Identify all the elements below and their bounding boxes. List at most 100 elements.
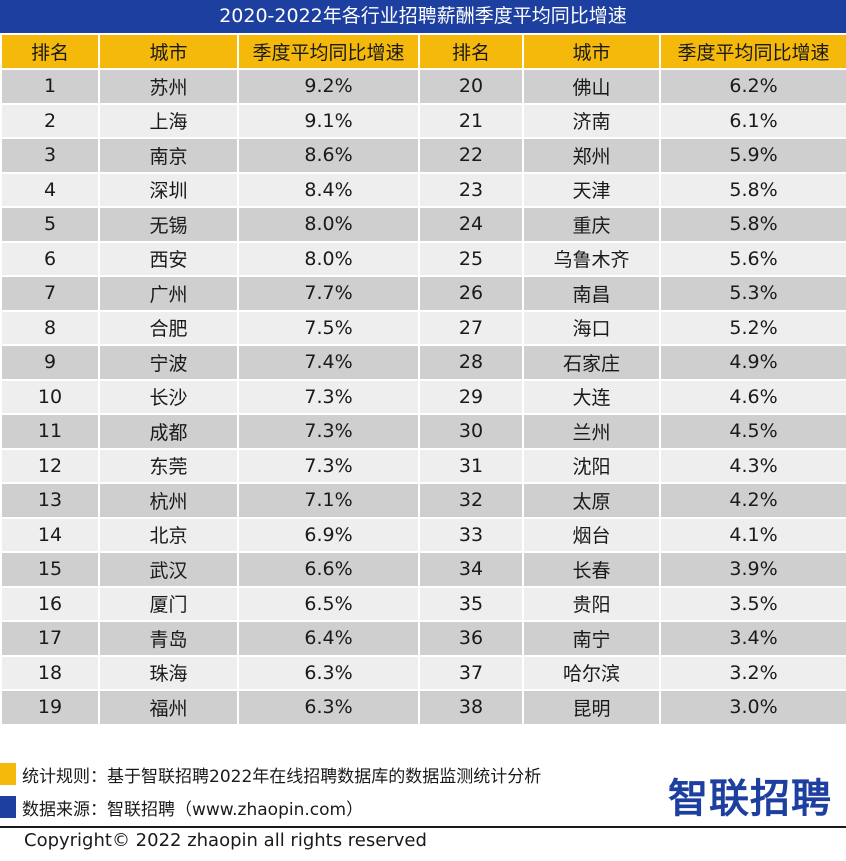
- column-header-city: 城市: [98, 33, 239, 70]
- rank-cell: 15: [0, 551, 100, 588]
- growth-cell: 3.5%: [659, 585, 846, 622]
- rank-cell: 29: [418, 378, 524, 415]
- rank-cell: 34: [418, 551, 524, 588]
- note-source: 数据来源：智联招聘（www.zhaopin.com）: [0, 794, 363, 820]
- city-cell: 东莞: [98, 447, 239, 484]
- city-cell: 武汉: [98, 551, 239, 588]
- growth-cell: 8.4%: [237, 171, 420, 208]
- growth-cell: 5.8%: [659, 206, 846, 243]
- growth-cell: 3.4%: [659, 620, 846, 657]
- growth-cell: 4.3%: [659, 447, 846, 484]
- table-row: 8 合肥 7.5% 27 海口 5.2%: [0, 309, 846, 346]
- city-cell: 长沙: [98, 378, 239, 415]
- city-cell: 济南: [522, 102, 661, 139]
- city-cell: 珠海: [98, 654, 239, 691]
- rank-cell: 5: [0, 206, 100, 243]
- growth-cell: 4.9%: [659, 344, 846, 381]
- table-body: 1 苏州 9.2% 20 佛山 6.2% 2 上海 9.1% 21 济南 6.1% 3 南京 8.6% 22 郑…: [0, 68, 846, 726]
- rank-cell: 16: [0, 585, 100, 622]
- table-row: 11 成都 7.3% 30 兰州 4.5%: [0, 413, 846, 450]
- city-cell: 天津: [522, 171, 661, 208]
- rank-cell: 37: [418, 654, 524, 691]
- table-header-row: 排名 城市 季度平均同比增速 排名 城市 季度平均同比增速: [0, 33, 846, 70]
- table-row: 15 武汉 6.6% 34 长春 3.9%: [0, 551, 846, 588]
- rank-cell: 35: [418, 585, 524, 622]
- rank-cell: 19: [0, 689, 100, 726]
- table-row: 7 广州 7.7% 26 南昌 5.3%: [0, 275, 846, 312]
- table-row: 6 西安 8.0% 25 乌鲁木齐 5.6%: [0, 240, 846, 277]
- city-cell: 大连: [522, 378, 661, 415]
- growth-cell: 6.1%: [659, 102, 846, 139]
- growth-cell: 5.3%: [659, 275, 846, 312]
- rank-cell: 23: [418, 171, 524, 208]
- table-row: 19 福州 6.3% 38 昆明 3.0%: [0, 689, 846, 726]
- growth-cell: 6.5%: [237, 585, 420, 622]
- growth-cell: 7.5%: [237, 309, 420, 346]
- city-cell: 南京: [98, 137, 239, 174]
- table-row: 4 深圳 8.4% 23 天津 5.8%: [0, 171, 846, 208]
- page-title: 2020-2022年各行业招聘薪酬季度平均同比增速: [0, 0, 846, 33]
- footer-divider: [0, 826, 846, 828]
- city-cell: 杭州: [98, 482, 239, 519]
- city-cell: 深圳: [98, 171, 239, 208]
- column-header-growth: 季度平均同比增速: [659, 33, 846, 70]
- rank-cell: 27: [418, 309, 524, 346]
- rank-cell: 25: [418, 240, 524, 277]
- city-cell: 长春: [522, 551, 661, 588]
- table-row: 18 珠海 6.3% 37 哈尔滨 3.2%: [0, 654, 846, 691]
- city-cell: 贵阳: [522, 585, 661, 622]
- note-source-text: 数据来源：智联招聘（www.zhaopin.com）: [22, 799, 364, 820]
- rank-cell: 38: [418, 689, 524, 726]
- growth-cell: 8.6%: [237, 137, 420, 174]
- city-cell: 西安: [98, 240, 239, 277]
- city-cell: 宁波: [98, 344, 239, 381]
- legend-square-gold: [0, 763, 16, 785]
- rank-cell: 32: [418, 482, 524, 519]
- copyright-text: Copyright© 2022 zhaopin all rights reser…: [24, 830, 427, 851]
- legend-square-blue: [0, 796, 16, 818]
- city-cell: 无锡: [98, 206, 239, 243]
- rank-cell: 18: [0, 654, 100, 691]
- city-cell: 海口: [522, 309, 661, 346]
- note-rule-text: 统计规则：基于智联招聘2022年在线招聘数据库的数据监测统计分析: [22, 766, 542, 787]
- column-header-city: 城市: [522, 33, 661, 70]
- note-rule: 统计规则：基于智联招聘2022年在线招聘数据库的数据监测统计分析: [0, 761, 541, 787]
- growth-cell: 5.2%: [659, 309, 846, 346]
- table-row: 14 北京 6.9% 33 烟台 4.1%: [0, 516, 846, 553]
- city-cell: 兰州: [522, 413, 661, 450]
- growth-cell: 4.5%: [659, 413, 846, 450]
- growth-cell: 5.9%: [659, 137, 846, 174]
- table-row: 13 杭州 7.1% 32 太原 4.2%: [0, 482, 846, 519]
- city-cell: 佛山: [522, 68, 661, 105]
- growth-cell: 3.0%: [659, 689, 846, 726]
- growth-cell: 7.7%: [237, 275, 420, 312]
- rank-cell: 31: [418, 447, 524, 484]
- table-row: 1 苏州 9.2% 20 佛山 6.2%: [0, 68, 846, 105]
- growth-cell: 6.6%: [237, 551, 420, 588]
- growth-cell: 6.9%: [237, 516, 420, 553]
- table-row: 5 无锡 8.0% 24 重庆 5.8%: [0, 206, 846, 243]
- rank-cell: 7: [0, 275, 100, 312]
- city-cell: 烟台: [522, 516, 661, 553]
- growth-cell: 7.3%: [237, 378, 420, 415]
- rank-cell: 8: [0, 309, 100, 346]
- city-cell: 重庆: [522, 206, 661, 243]
- growth-cell: 3.9%: [659, 551, 846, 588]
- rank-cell: 14: [0, 516, 100, 553]
- rank-cell: 4: [0, 171, 100, 208]
- city-cell: 南昌: [522, 275, 661, 312]
- rank-cell: 28: [418, 344, 524, 381]
- city-cell: 苏州: [98, 68, 239, 105]
- rank-cell: 22: [418, 137, 524, 174]
- growth-cell: 4.6%: [659, 378, 846, 415]
- city-cell: 上海: [98, 102, 239, 139]
- table-row: 12 东莞 7.3% 31 沈阳 4.3%: [0, 447, 846, 484]
- growth-cell: 5.8%: [659, 171, 846, 208]
- column-header-rank: 排名: [0, 33, 100, 70]
- growth-cell: 4.1%: [659, 516, 846, 553]
- city-cell: 乌鲁木齐: [522, 240, 661, 277]
- growth-cell: 7.1%: [237, 482, 420, 519]
- city-cell: 合肥: [98, 309, 239, 346]
- rank-cell: 1: [0, 68, 100, 105]
- rank-cell: 24: [418, 206, 524, 243]
